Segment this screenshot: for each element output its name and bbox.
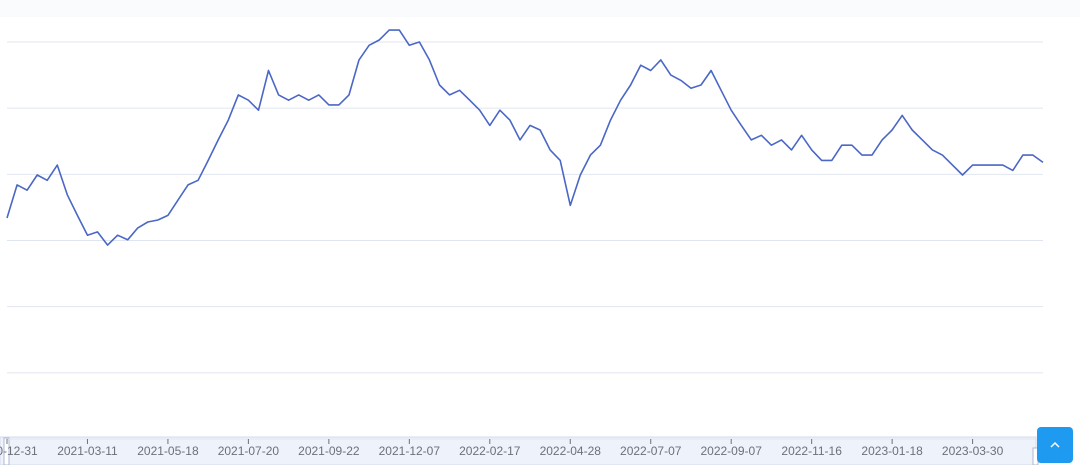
x-tick-label: 2021-05-18: [137, 444, 199, 458]
series-line: [6, 29, 1044, 246]
slider-handle[interactable]: [3, 437, 10, 465]
x-tick-label: 2022-11-16: [781, 444, 842, 458]
back-to-top-button[interactable]: [1037, 427, 1073, 463]
x-tick-label: 2021-12-07: [379, 444, 441, 458]
top-band: [0, 0, 1080, 17]
x-tick-label: 2022-09-07: [700, 444, 762, 458]
x-tick-label: 2022-07-07: [620, 444, 682, 458]
x-tick-label: 2021-09-22: [298, 444, 360, 458]
x-tick-label: 2021-03-11: [57, 444, 118, 458]
x-tick-label: 2022-04-28: [540, 444, 602, 458]
x-tick-label: 2023-03-30: [942, 444, 1004, 458]
x-tick-label: 2022-02-17: [459, 444, 521, 458]
up-icon: [1050, 441, 1060, 448]
x-tick-label: 2021-07-20: [218, 444, 280, 458]
x-tick-label: 2023-01-18: [861, 444, 923, 458]
